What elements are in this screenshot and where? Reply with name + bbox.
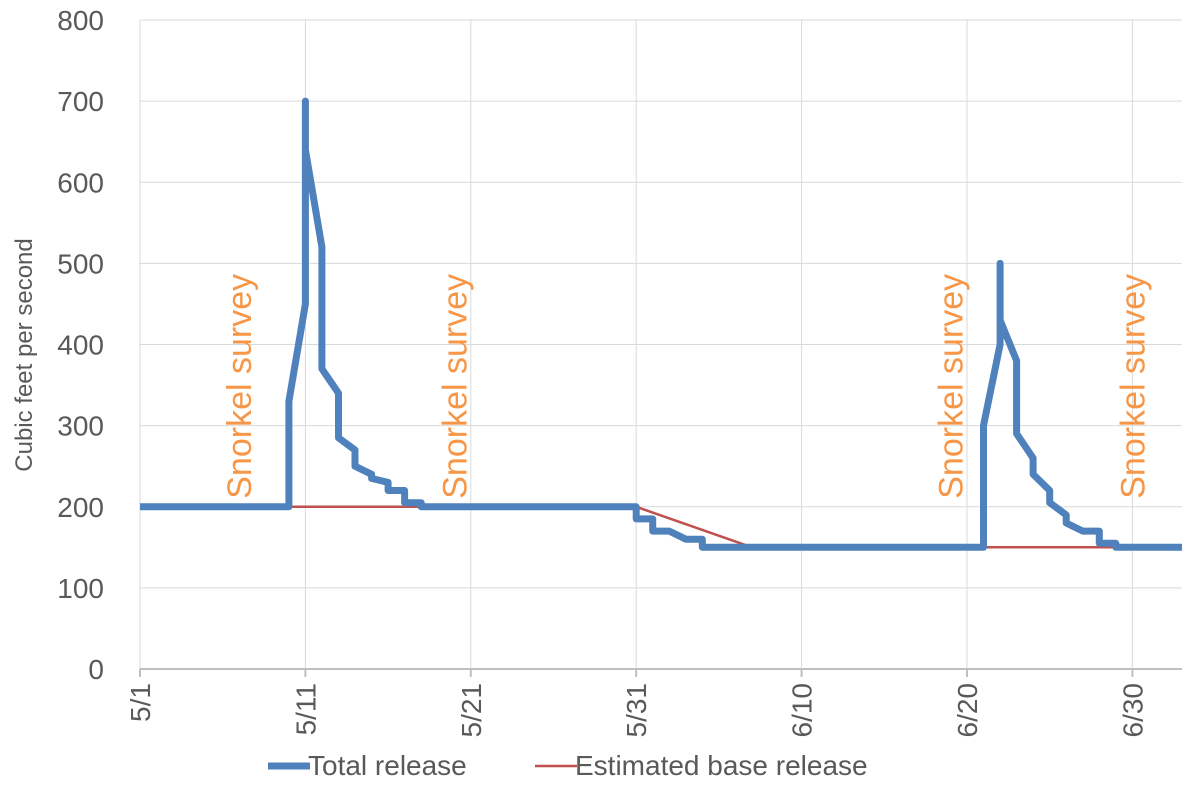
x-tick-label: 5/21 xyxy=(456,683,487,738)
estimated-base-release-line xyxy=(140,505,1182,549)
x-tick-label: 6/30 xyxy=(1117,683,1148,738)
series-lines xyxy=(140,97,1182,551)
snorkel-survey-annotation: Snorkel survey xyxy=(221,274,259,499)
x-tick-label: 5/11 xyxy=(290,683,321,735)
legend-total-release-label: Total release xyxy=(308,750,467,781)
y-tick-label: 400 xyxy=(57,330,104,361)
legend: Total release Estimated base release xyxy=(268,750,868,781)
y-tick-label: 500 xyxy=(57,248,104,279)
x-tick-label: 6/10 xyxy=(787,683,818,738)
y-axis-label: Cubic feet per second xyxy=(11,238,38,471)
x-tick-label: 5/31 xyxy=(621,683,652,738)
legend-estimated-base-release-label: Estimated base release xyxy=(575,750,868,781)
y-tick-label: 100 xyxy=(57,573,104,604)
annotations: Snorkel survey Snorkel survey Snorkel surv… xyxy=(221,274,1152,499)
snorkel-survey-annotation: Snorkel survey xyxy=(932,274,970,499)
y-tick-label: 600 xyxy=(57,167,104,198)
y-tick-labels: 0 100 200 300 400 500 600 700 800 xyxy=(57,5,104,685)
x-tick-label: 6/20 xyxy=(952,683,983,738)
x-tick-label: 5/1 xyxy=(125,683,156,722)
y-tick-label: 700 xyxy=(57,86,104,117)
y-tick-label: 0 xyxy=(88,654,104,685)
y-tick-label: 800 xyxy=(57,5,104,36)
snorkel-survey-annotation: Snorkel survey xyxy=(436,274,474,499)
snorkel-survey-annotation: Snorkel survey xyxy=(1114,274,1152,499)
y-tick-label: 200 xyxy=(57,492,104,523)
x-tick-labels: 5/1 5/11 5/21 5/31 6/10 6/20 6/30 xyxy=(125,683,1148,738)
y-tick-label: 300 xyxy=(57,411,104,442)
total-release-line xyxy=(140,97,1182,551)
